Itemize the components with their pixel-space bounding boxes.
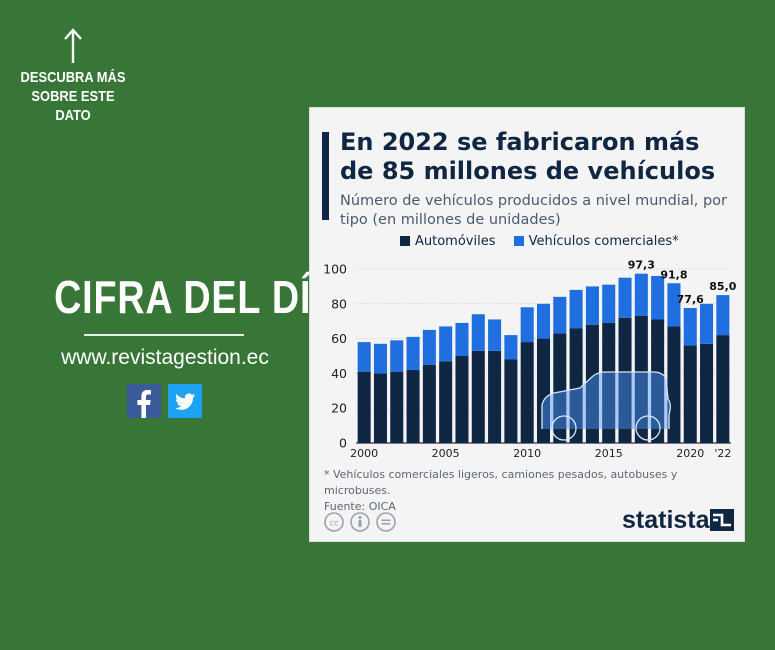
bar-comerciales: [406, 336, 420, 370]
twitter-icon[interactable]: [168, 384, 202, 418]
bar-automoviles: [716, 335, 730, 443]
discover-more-link[interactable]: DESCUBRA MÁS SOBRE ESTE DATO: [20, 69, 126, 124]
legend-label-automoviles: Automóviles: [415, 234, 496, 249]
bar-comerciales: [520, 307, 534, 343]
bar-comerciales: [439, 326, 453, 362]
data-label: 77,6: [677, 293, 704, 306]
divider: [84, 334, 244, 336]
y-tick-label: 100: [323, 262, 347, 277]
bar-chart: 0 20 40 60 80 100 97,3 91,8 77,6 85,0 2000 2005 2010…: [323, 259, 737, 460]
footnote: * Vehículos comerciales ligeros, camione…: [324, 468, 678, 497]
bar-comerciales: [536, 303, 551, 339]
bar-comerciales: [585, 286, 599, 325]
x-tick-label: 2015: [595, 447, 623, 460]
y-tick-label: 0: [339, 436, 347, 451]
y-tick-label: 80: [331, 296, 347, 311]
bar-comerciales: [618, 277, 632, 318]
svg-text:cc: cc: [330, 519, 339, 528]
up-arrow-icon[interactable]: [58, 26, 88, 64]
y-tick-label: 20: [331, 401, 347, 416]
legend-item-comerciales: Vehículos comerciales*: [513, 234, 679, 249]
bar-automoviles: [471, 350, 485, 443]
bar-automoviles: [373, 373, 387, 443]
bar-automoviles: [439, 361, 453, 443]
bar-automoviles: [406, 369, 420, 443]
y-tick-label: 60: [331, 331, 347, 346]
bar-comerciales: [553, 296, 567, 334]
data-label: 97,3: [628, 259, 655, 272]
bar-comerciales: [422, 329, 436, 365]
bar-automoviles: [520, 342, 534, 443]
car-silhouette-icon: [541, 371, 671, 429]
bar-automoviles: [504, 359, 518, 443]
bar-automoviles: [667, 326, 681, 443]
bar-automoviles: [422, 364, 436, 443]
source-note: Fuente: OICA: [324, 500, 396, 513]
bar-comerciales: [716, 295, 730, 336]
legend-swatch-automoviles: [400, 235, 410, 246]
bar-comerciales: [651, 275, 665, 320]
x-tick-label: 2000: [350, 447, 378, 460]
bar-automoviles: [651, 319, 665, 443]
footnote-block: * Vehículos comerciales ligeros, camione…: [324, 467, 744, 515]
bar-automoviles: [488, 350, 502, 443]
x-tick-label: 2020: [676, 447, 704, 460]
bar-automoviles: [390, 371, 404, 443]
bar-comerciales: [455, 322, 469, 356]
title-accent-bar: [322, 132, 329, 220]
bar-comerciales: [602, 284, 616, 323]
bar-automoviles: [357, 371, 371, 443]
bar-automoviles: [455, 356, 469, 443]
bar-automoviles: [618, 317, 632, 443]
bar-automoviles: [634, 315, 648, 443]
bar-comerciales: [471, 314, 485, 351]
x-tick-label: '22: [714, 447, 731, 460]
bar-comerciales: [683, 307, 697, 346]
creative-commons-icons[interactable]: cc: [324, 511, 404, 533]
legend-label-comerciales: Vehículos comerciales*: [528, 234, 679, 249]
facebook-icon[interactable]: [127, 384, 161, 418]
bar-comerciales: [390, 340, 404, 372]
statista-logo: statista: [622, 506, 710, 534]
bar-comerciales: [569, 289, 583, 329]
bar-automoviles: [683, 345, 697, 443]
legend-item-automoviles: Automóviles: [400, 234, 500, 249]
x-tick-label: 2010: [513, 447, 541, 460]
chart-subtitle: Número de vehículos producidos a nivel m…: [340, 193, 727, 228]
data-label: 91,8: [660, 268, 687, 281]
legend-swatch-comerciales: [513, 235, 524, 246]
statista-logo-icon: [710, 509, 734, 531]
bar-comerciales: [504, 335, 518, 360]
promo-heading: CIFRA DEL DÍA: [54, 271, 340, 323]
chart-legend: Automóviles Vehículos comerciales*: [400, 234, 693, 249]
y-tick-label: 40: [331, 366, 347, 381]
x-tick-label: 2005: [432, 447, 460, 460]
bar-automoviles: [536, 338, 551, 443]
bar-automoviles: [602, 322, 616, 443]
bar-automoviles: [585, 324, 599, 443]
website-link[interactable]: www.revistagestion.ec: [61, 346, 269, 369]
bar-comerciales: [357, 342, 371, 372]
data-label: 85,0: [709, 280, 736, 293]
chart-title: En 2022 se fabricaron más de 85 millones…: [340, 128, 716, 185]
bar-comerciales: [700, 303, 714, 344]
car-wheel-icon: [635, 415, 661, 441]
bar-automoviles: [569, 328, 583, 443]
bar-comerciales: [667, 283, 681, 327]
bar-automoviles: [700, 343, 714, 443]
bar-comerciales: [373, 343, 387, 374]
bar-comerciales: [634, 273, 648, 316]
car-wheel-icon: [551, 415, 577, 441]
infographic-card: En 2022 se fabricaron más de 85 millones…: [309, 107, 745, 542]
bar-comerciales: [488, 319, 502, 351]
